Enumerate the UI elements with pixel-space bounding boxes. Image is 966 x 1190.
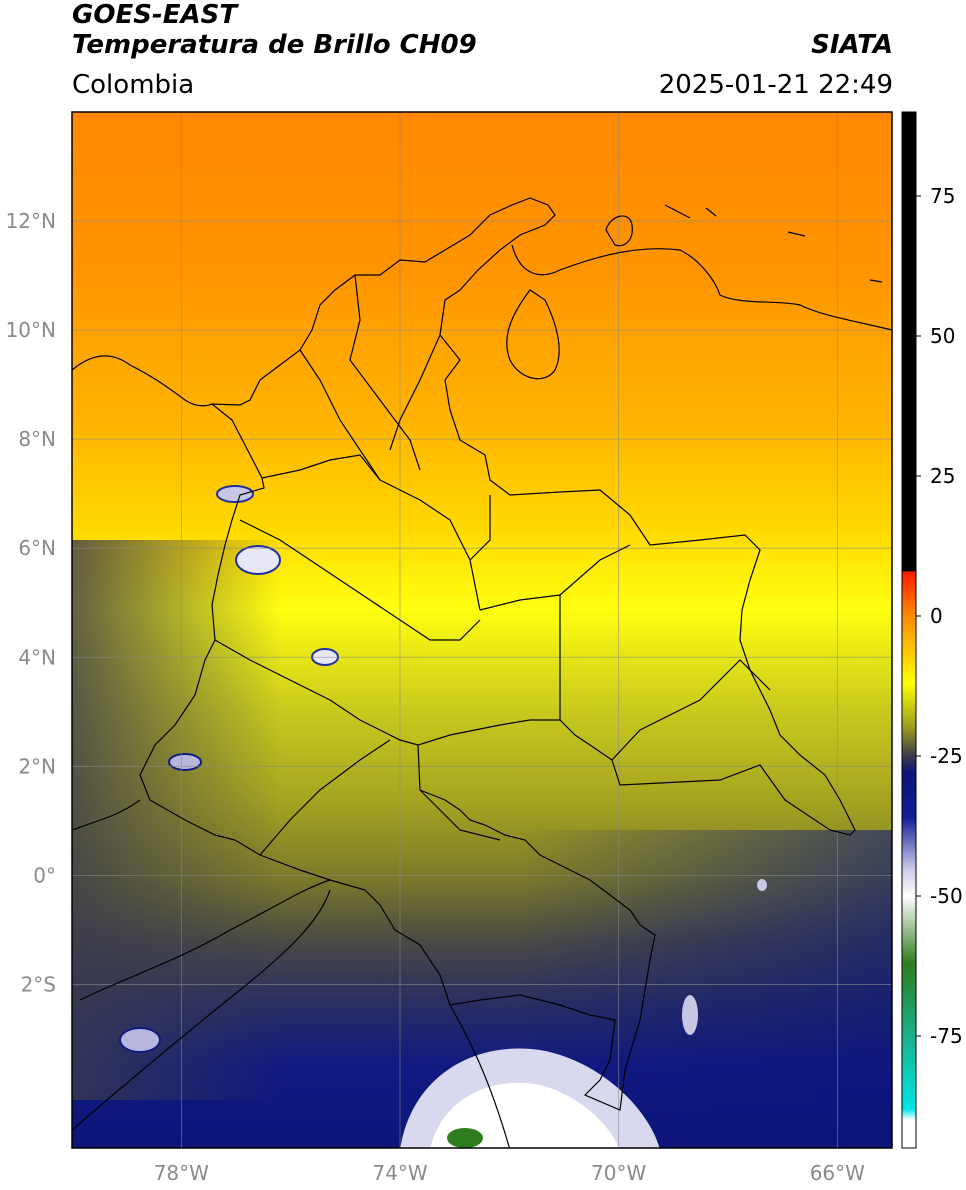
- island-aruba: [605, 215, 633, 247]
- convective-cell-5: [168, 753, 202, 771]
- island-margarita: [787, 231, 806, 237]
- maracaibo-lake: [506, 289, 560, 380]
- colorbar-gradient: [902, 112, 916, 1148]
- longitude-ticks: 78°W 74°W 70°W 66°W: [154, 1161, 865, 1185]
- lat-tick-label: 4°N: [18, 645, 56, 669]
- dept-line-5: [214, 639, 419, 746]
- island-trinidad: [869, 279, 883, 283]
- map-frame: [71, 111, 893, 1149]
- product-title: Temperatura de Brillo CH09: [72, 30, 477, 60]
- island-bonaire: [705, 207, 717, 217]
- convective-cell-2: [216, 485, 254, 503]
- lon-tick-label: 66°W: [810, 1161, 865, 1185]
- title-block: GOES-EAST Temperatura de Brillo CH09: [72, 0, 477, 60]
- colorbar: [902, 112, 916, 1148]
- island-curacao: [664, 204, 691, 219]
- lon-tick-label: 78°W: [154, 1161, 209, 1185]
- lat-tick-label: 2°S: [21, 972, 56, 996]
- colorbar-tick-label: -75: [930, 1024, 963, 1048]
- dept-line-10: [399, 619, 481, 641]
- lat-tick-label: 10°N: [6, 318, 56, 342]
- borders: [72, 197, 892, 1148]
- datetime-label: 2025-01-21 22:49: [658, 70, 893, 100]
- convective-cell-1: [235, 545, 281, 575]
- organization-label: SIATA: [811, 30, 893, 60]
- coldest-spot: [447, 1128, 483, 1148]
- dept-line-13: [469, 495, 491, 561]
- lon-tick-label: 70°W: [591, 1161, 646, 1185]
- dept-line-12: [419, 789, 501, 841]
- lon-tick-label: 74°W: [372, 1161, 427, 1185]
- colorbar-tick-label: 50: [930, 324, 955, 348]
- lat-tick-label: 2°N: [18, 754, 56, 778]
- colorbar-tick-label: 0: [930, 604, 943, 628]
- lat-tick-label: 6°N: [18, 536, 56, 560]
- colorbar-frame: [901, 111, 917, 1149]
- colorbar-ticks: 75 50 25 0 -25 -50 -75: [916, 184, 963, 1048]
- convective-cell-7: [757, 879, 767, 891]
- brazil-border: [449, 1004, 511, 1148]
- lat-tick-label: 8°N: [18, 427, 56, 451]
- dept-line-11: [389, 334, 441, 451]
- dept-line-9: [611, 659, 771, 761]
- colorbar-tick-label: 75: [930, 184, 955, 208]
- venezuela-coast: [511, 244, 892, 331]
- cold-band-west: [72, 540, 282, 1100]
- gridlines: [72, 112, 892, 1148]
- colorbar-tick-label: -25: [930, 744, 963, 768]
- colombia-border: [139, 197, 856, 1111]
- colorbar-tick-label: -50: [930, 884, 963, 908]
- convective-cell-4: [119, 1027, 161, 1053]
- lat-tick-label: 12°N: [6, 209, 56, 233]
- lat-tick-label: 0°: [33, 863, 56, 887]
- latitude-ticks: 12°N 10°N 8°N 6°N 4°N 2°N 0° 2°S: [6, 209, 56, 996]
- ecuador-border: [72, 799, 331, 1001]
- dept-line-4: [239, 519, 401, 621]
- satellite-title: GOES-EAST: [72, 0, 238, 30]
- colorbar-tick-label: 25: [930, 464, 955, 488]
- dept-line-2: [349, 274, 421, 471]
- panama-coast: [72, 355, 213, 407]
- satellite-image: [72, 112, 892, 1148]
- peru-border: [72, 889, 331, 1131]
- dept-line-6: [259, 739, 391, 856]
- convective-cell-6: [682, 995, 698, 1035]
- region-label: Colombia: [72, 70, 195, 100]
- dept-line-3: [261, 454, 381, 481]
